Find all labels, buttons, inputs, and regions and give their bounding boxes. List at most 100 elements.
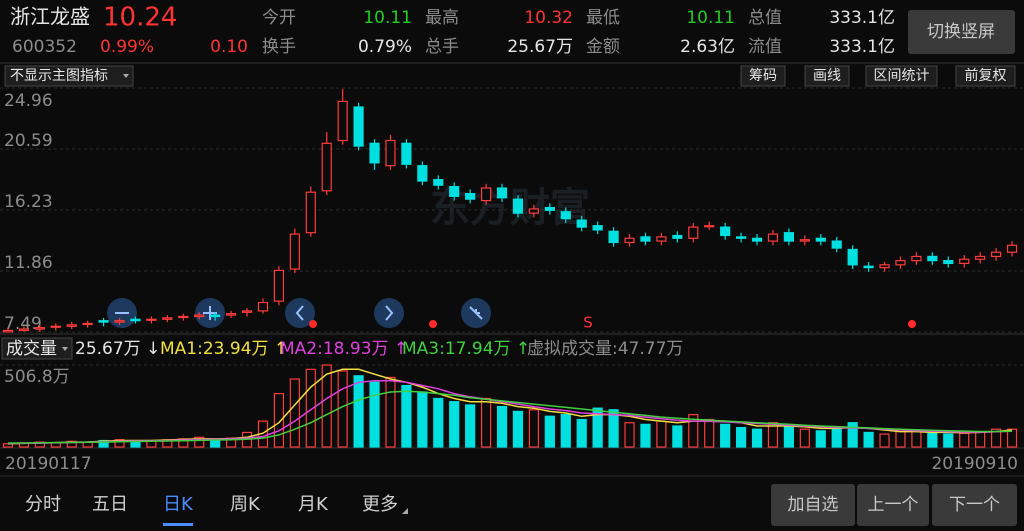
nav-button-label[interactable]: 加自选	[788, 495, 839, 515]
candle-body	[911, 255, 922, 262]
nav-button-label[interactable]: 下一个	[949, 495, 1000, 515]
volume-bar	[321, 364, 332, 448]
candle-body	[178, 315, 189, 319]
candle-body	[592, 225, 603, 231]
volume-bar	[672, 425, 683, 448]
candle-body	[512, 198, 524, 214]
candle-body	[879, 264, 890, 269]
volume-bar	[289, 378, 300, 448]
stat-value: 333.1亿	[829, 8, 895, 28]
legend-entry: MA1:23.94万 ↑	[160, 339, 288, 359]
volume-bar	[66, 440, 77, 448]
toolbar-button-label[interactable]: 前复权	[965, 67, 1007, 84]
candle-body	[18, 328, 30, 332]
stock-price: 10.24	[103, 3, 177, 33]
scroll-left-button[interactable]	[285, 298, 315, 328]
virtual-volume: 虚拟成交量:47.77万	[527, 339, 683, 359]
stat-value: 333.1亿	[829, 37, 895, 57]
sell-signal: S	[583, 314, 593, 332]
candle-body	[895, 260, 906, 266]
control-icons	[115, 305, 483, 321]
volume-bar	[385, 376, 396, 448]
change: 0.10	[210, 37, 248, 57]
nav-button[interactable]	[932, 484, 1017, 526]
tab[interactable]: 日K	[163, 494, 194, 515]
candle-body	[608, 230, 619, 244]
event-markers	[309, 320, 916, 328]
event-dot	[309, 320, 317, 328]
volume-bar	[576, 418, 587, 448]
volume-bar	[210, 439, 221, 448]
stat-label: 总值	[748, 8, 782, 28]
volume-bar	[1006, 428, 1018, 448]
toolbar-button-label[interactable]: 画线	[813, 68, 841, 84]
volume-bar	[815, 430, 826, 448]
y-tick-label: 11.86	[4, 253, 53, 273]
volume-bar	[847, 422, 858, 448]
tab[interactable]: 分时	[25, 494, 61, 515]
candle-body	[799, 239, 810, 242]
scroll-right-button[interactable]	[374, 298, 404, 328]
candle-body	[241, 310, 253, 313]
tab[interactable]: 月K	[298, 494, 329, 515]
candle-body	[465, 192, 476, 200]
stat-label: 今开	[262, 8, 296, 28]
volume-bar	[512, 410, 524, 448]
nav-button[interactable]	[771, 484, 855, 526]
volume-menu[interactable]	[1, 337, 73, 360]
candle-body	[640, 236, 651, 242]
candle-body	[975, 255, 986, 260]
tab[interactable]: 更多	[362, 494, 398, 515]
nav-button-label[interactable]: 上一个	[868, 495, 919, 515]
tab[interactable]: 五日	[92, 494, 128, 515]
candle-body	[656, 236, 667, 242]
toolbar-button[interactable]	[804, 65, 850, 87]
end-date: 20190910	[931, 454, 1018, 474]
volume-bar	[305, 368, 316, 448]
y-tick-label: 506.8万	[4, 367, 70, 387]
stock-code: 600352	[12, 37, 77, 57]
toolbar-button[interactable]	[865, 65, 938, 87]
switch-button[interactable]	[908, 10, 1015, 54]
volume-bar	[783, 425, 795, 448]
candle-body	[34, 327, 45, 330]
stat-value: 25.67万	[507, 37, 573, 57]
candle-body	[576, 219, 587, 228]
candle-body	[114, 320, 125, 323]
toolbar-button[interactable]	[740, 65, 786, 87]
tab[interactable]: 周K	[230, 494, 261, 515]
y-tick-label: 7.49	[4, 314, 42, 334]
volume-bar	[417, 391, 428, 448]
volume-bar	[194, 436, 205, 448]
stat-label: 流值	[748, 37, 782, 57]
indicator-menu-label[interactable]: 不显示主图指标	[10, 68, 108, 84]
candle-body	[225, 313, 237, 316]
legend-entry: MA3:17.94万 ↑	[402, 339, 530, 359]
candle-body	[289, 233, 300, 270]
volume-bar	[799, 428, 810, 448]
candle-body	[369, 142, 380, 164]
volume-bar	[624, 422, 635, 448]
volume-bar	[863, 431, 874, 448]
candle-body	[990, 251, 1002, 258]
toolbar-button-label[interactable]: 筹码	[749, 67, 777, 84]
stat-label: 金额	[586, 37, 620, 57]
toolbar-button-label[interactable]: 区间统计	[874, 68, 930, 84]
candle-body	[273, 269, 285, 302]
switch-button-label[interactable]: 切换竖屏	[927, 22, 995, 42]
candle-body	[767, 233, 779, 242]
nav-button[interactable]	[857, 484, 929, 526]
volume-bar	[767, 422, 779, 448]
current-volume: 25.67万 ↓	[75, 339, 160, 359]
candle-body	[943, 260, 954, 265]
volume-menu-label[interactable]: 成交量	[6, 339, 57, 359]
indicator-menu[interactable]	[4, 65, 134, 87]
stat-label: 换手	[262, 37, 296, 57]
candle-body	[162, 317, 173, 320]
candle-body	[560, 211, 571, 220]
toolbar-button[interactable]	[955, 65, 1016, 87]
candle-body	[927, 255, 938, 262]
volume-bar	[2, 443, 14, 448]
candle-body	[688, 226, 699, 239]
